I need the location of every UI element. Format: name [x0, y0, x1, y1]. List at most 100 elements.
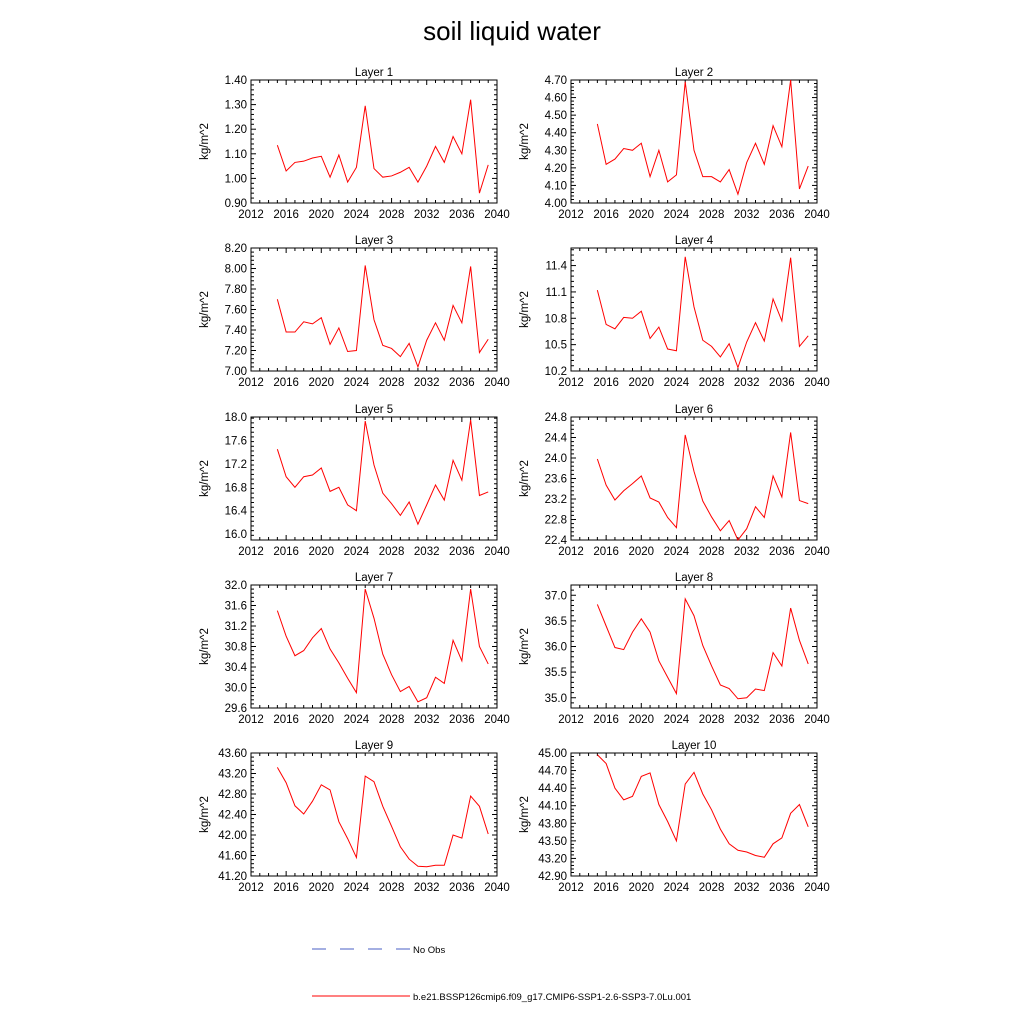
x-tick-label: 2024 [664, 209, 690, 221]
x-tick-label: 2012 [558, 377, 584, 389]
y-tick-label: 24.8 [545, 412, 567, 424]
x-tick-label: 2040 [484, 546, 510, 558]
panel-layer-5: Layer 5 kg/m^2 2012 2016 2020 2024 2028 2032 203… [199, 404, 510, 558]
y-axis-label: kg/m^2 [199, 291, 211, 328]
x-tick-label: 2040 [804, 714, 830, 726]
panel-title: Layer 6 [675, 404, 713, 416]
x-tick-label: 2016 [273, 546, 299, 558]
series-line-layer-8 [596, 597, 809, 700]
x-tick-label: 2032 [414, 209, 440, 221]
x-tick-label: 2036 [449, 209, 475, 221]
y-tick-label: 4.70 [545, 75, 567, 87]
x-tick-label: 2032 [734, 209, 760, 221]
panel-layer-3: Layer 3 kg/m^2 2012 2016 2020 2024 2028 2032 203… [199, 235, 510, 389]
y-tick-label: 24.4 [545, 433, 568, 445]
series-line-layer-3 [276, 265, 489, 369]
panel-title: Layer 4 [675, 235, 714, 247]
y-tick-label: 42.40 [218, 810, 247, 822]
x-tick-label: 2032 [734, 714, 760, 726]
y-tick-label: 4.40 [545, 128, 567, 140]
x-tick-label: 2016 [273, 209, 299, 221]
plot-frame [570, 584, 818, 709]
y-axis-label: kg/m^2 [519, 123, 531, 160]
x-tick-label: 2012 [238, 546, 264, 558]
x-tick-label: 2016 [273, 377, 299, 389]
x-tick-label: 2040 [804, 209, 830, 221]
x-tick-label: 2020 [308, 714, 334, 726]
y-tick-label: 1.30 [225, 100, 247, 112]
y-axis-label: kg/m^2 [519, 628, 531, 665]
y-axis-label: kg/m^2 [519, 460, 531, 497]
x-tick-label: 2012 [238, 882, 264, 894]
panel-layer-4: Layer 4 kg/m^2 2012 2016 2020 2024 2028 2032 203… [519, 235, 830, 389]
y-tick-label: 23.2 [545, 494, 567, 506]
y-tick-label: 0.90 [225, 198, 247, 210]
x-tick-label: 2040 [484, 377, 510, 389]
x-tick-label: 2028 [699, 209, 725, 221]
y-tick-label: 22.4 [545, 535, 568, 547]
panel-layer-8: Layer 8 kg/m^2 2012 2016 2020 2024 2028 2032 203… [519, 572, 830, 726]
panel-layer-10: Layer 10 kg/m^2 2012 2016 2020 2024 2028 2032 20… [519, 740, 830, 894]
panel-layer-9: Layer 9 kg/m^2 2012 2016 2020 2024 2028 2032 203… [199, 740, 510, 894]
y-tick-label: 30.8 [225, 642, 247, 654]
x-tick-label: 2024 [664, 882, 690, 894]
x-tick-label: 2024 [344, 546, 370, 558]
x-tick-label: 2016 [273, 714, 299, 726]
y-tick-label: 1.00 [225, 173, 247, 185]
x-tick-label: 2024 [664, 714, 690, 726]
x-tick-label: 2036 [769, 882, 795, 894]
x-tick-label: 2028 [379, 714, 405, 726]
panel-title: Layer 7 [355, 572, 393, 584]
y-tick-label: 18.0 [225, 412, 247, 424]
x-tick-label: 2036 [769, 714, 795, 726]
x-tick-label: 2012 [238, 714, 264, 726]
x-tick-label: 2040 [804, 377, 830, 389]
y-tick-label: 44.70 [538, 766, 567, 778]
x-tick-label: 2024 [344, 882, 370, 894]
y-tick-label: 36.5 [545, 616, 567, 628]
x-tick-label: 2012 [558, 882, 584, 894]
y-axis-label: kg/m^2 [199, 123, 211, 160]
x-tick-label: 2036 [449, 882, 475, 894]
y-tick-label: 16.0 [225, 529, 247, 541]
panel-title: Layer 1 [355, 67, 393, 79]
y-tick-label: 35.5 [545, 667, 567, 679]
plot-frame [250, 79, 498, 204]
panel-layer-2: Layer 2 kg/m^2 2012 2016 2020 2024 2028 2032 203… [519, 67, 830, 221]
y-tick-label: 8.00 [225, 264, 247, 276]
x-tick-label: 2016 [593, 714, 619, 726]
y-tick-label: 37.0 [545, 590, 567, 602]
y-tick-label: 4.00 [545, 198, 567, 210]
x-tick-label: 2040 [804, 882, 830, 894]
y-tick-label: 45.00 [538, 748, 567, 760]
y-tick-label: 44.10 [538, 801, 567, 813]
x-tick-label: 2032 [414, 714, 440, 726]
plot-frame [250, 752, 498, 877]
y-tick-label: 24.0 [545, 453, 567, 465]
plot-frame [570, 416, 818, 541]
panel-title: Layer 2 [675, 67, 713, 79]
x-tick-label: 2036 [449, 546, 475, 558]
y-tick-label: 4.20 [545, 163, 567, 175]
x-tick-label: 2012 [238, 377, 264, 389]
y-tick-label: 16.4 [225, 506, 248, 518]
series-line-layer-10 [597, 754, 809, 858]
y-tick-label: 30.4 [225, 662, 248, 674]
plot-frame [570, 752, 818, 877]
x-tick-label: 2016 [593, 377, 619, 389]
x-tick-label: 2020 [308, 882, 334, 894]
x-tick-label: 2028 [379, 882, 405, 894]
series-line-layer-4 [596, 256, 809, 369]
y-axis-label: kg/m^2 [519, 796, 531, 833]
series-line-layer-2 [596, 79, 809, 196]
figure-title: soil liquid water [423, 16, 601, 46]
panel-layer-7: Layer 7 kg/m^2 2012 2016 2020 2024 2028 2032 203… [199, 572, 510, 726]
y-tick-label: 41.20 [218, 871, 247, 883]
x-tick-label: 2028 [379, 546, 405, 558]
y-tick-label: 17.6 [225, 435, 247, 447]
y-axis-label: kg/m^2 [199, 460, 211, 497]
legend-obs-label: No Obs [413, 945, 445, 956]
x-tick-label: 2032 [734, 377, 760, 389]
y-tick-label: 44.40 [538, 783, 567, 795]
